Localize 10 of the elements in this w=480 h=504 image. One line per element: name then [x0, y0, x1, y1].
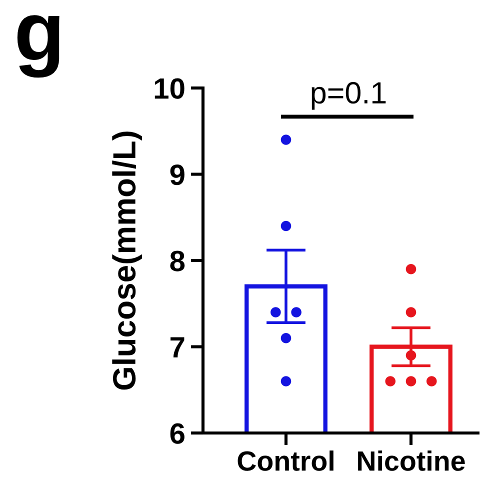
y-axis-title: Glucose(mmol/L) — [112, 132, 142, 390]
y-tick-label: 8 — [170, 250, 185, 272]
chart-title: g — [17, 15, 60, 78]
y-tick-label: 10 — [154, 78, 184, 99]
annotation: p=0.1 — [312, 82, 386, 110]
y-tick-label: 7 — [170, 337, 184, 358]
y-tick-label: 9 — [170, 164, 184, 186]
x-tick-label: Control — [238, 450, 334, 471]
y-tick-label: 6 — [170, 423, 184, 444]
x-tick-label: Nicotine — [358, 450, 465, 471]
